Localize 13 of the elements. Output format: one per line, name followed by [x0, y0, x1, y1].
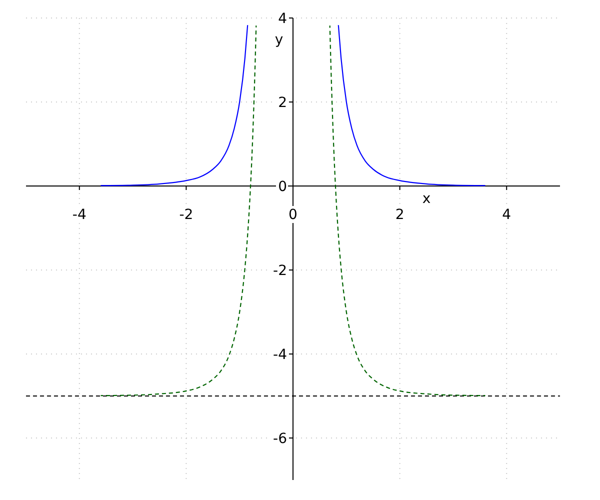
y-tick-label: -6 [273, 431, 288, 447]
y-axis-title: y [274, 32, 284, 48]
y-tick-label: 0 [278, 179, 287, 195]
x-axis-title: x [422, 191, 431, 207]
x-tick-label: 2 [395, 207, 404, 223]
x-tick-label: -2 [179, 207, 194, 223]
y-tick-label: -2 [273, 263, 287, 279]
x-tick-label: 0 [288, 207, 298, 223]
y-tick-label: 4 [278, 11, 288, 27]
y-tick-label: -4 [273, 347, 288, 363]
x-tick-label: 4 [502, 207, 512, 223]
y-tick-label: 2 [278, 95, 287, 111]
x-tick-label: -4 [72, 207, 86, 223]
